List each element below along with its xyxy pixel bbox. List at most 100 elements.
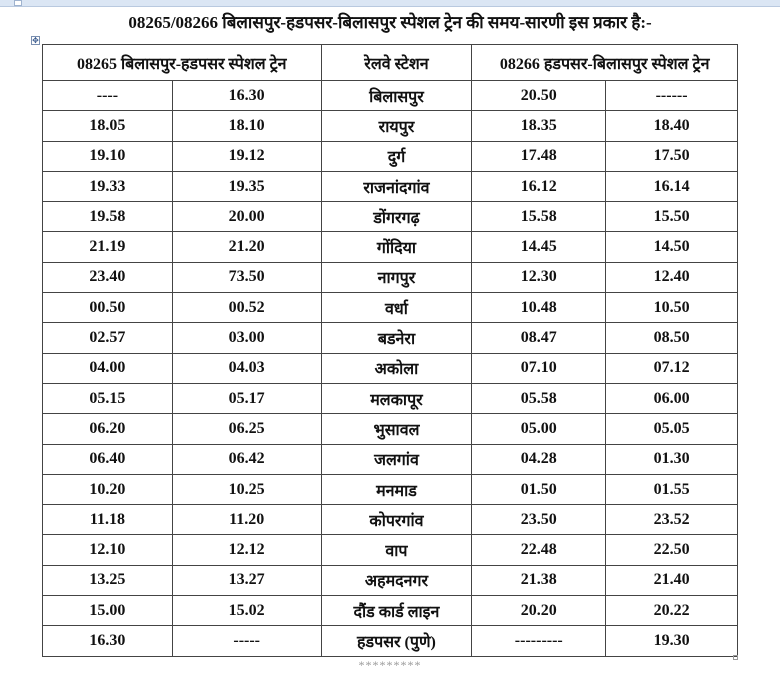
departure-08265-cell: 11.20 <box>171 504 322 536</box>
arrival-08265-cell: 02.57 <box>42 322 173 354</box>
station-cell: रायपुर <box>320 110 473 142</box>
departure-08265-cell: 19.35 <box>171 170 322 203</box>
arrival-08266-cell: 05.58 <box>471 382 607 415</box>
station-cell: दौंड कार्ड लाइन <box>320 595 473 627</box>
station-cell: हडपसर (पुणे) <box>320 625 473 657</box>
table-row: 06.20 06.25 भुसावल 05.00 05.05 <box>42 413 738 445</box>
table-header-row: 08265 बिलासपुर-हडपसर स्पेशल ट्रेन रेलवे … <box>42 44 738 81</box>
table-row: ---- 16.30 बिलासपुर 20.50 ------ <box>42 79 738 112</box>
table-row: 15.00 15.02 दौंड कार्ड लाइन 20.20 20.22 <box>42 595 738 627</box>
table-row: 18.05 18.10 रायपुर 18.35 18.40 <box>42 110 738 142</box>
arrival-08265-cell: 05.15 <box>42 382 173 415</box>
station-cell: भुसावल <box>320 413 473 445</box>
station-cell: अहमदनगर <box>320 564 473 597</box>
arrival-08266-cell: 08.47 <box>471 322 607 354</box>
arrival-08266-cell: 07.10 <box>471 352 607 384</box>
table-row: 11.18 11.20 कोपरगांव 23.50 23.52 <box>42 504 738 536</box>
departure-08266-cell: ------ <box>605 79 738 112</box>
station-cell: मलकापूर <box>320 382 473 415</box>
arrival-08266-cell: 20.20 <box>471 595 607 627</box>
arrival-08266-cell: 20.50 <box>471 79 607 112</box>
departure-08265-cell: 00.52 <box>171 292 322 324</box>
departure-08265-cell: 03.00 <box>171 322 322 354</box>
departure-08266-cell: 01.55 <box>605 473 738 506</box>
station-cell: वाप <box>320 534 473 566</box>
departure-08265-cell: 12.12 <box>171 534 322 566</box>
arrival-08265-cell: 04.00 <box>42 352 173 384</box>
table-row: 10.20 10.25 मनमाड 01.50 01.55 <box>42 473 738 506</box>
arrival-08265-cell: 18.05 <box>42 110 173 142</box>
arrival-08266-cell: 21.38 <box>471 564 607 597</box>
arrival-08266-cell: 18.35 <box>471 110 607 142</box>
station-cell: वर्धा <box>320 292 473 324</box>
departure-08265-cell: 04.03 <box>171 352 322 384</box>
departure-08265-cell: 73.50 <box>171 261 322 294</box>
departure-08265-cell: 05.17 <box>171 382 322 415</box>
departure-08265-cell: 18.10 <box>171 110 322 142</box>
header-station: रेलवे स्टेशन <box>320 44 473 81</box>
table-row: 05.15 05.17 मलकापूर 05.58 06.00 <box>42 382 738 415</box>
arrival-08265-cell: 06.20 <box>42 413 173 445</box>
arrival-08266-cell: 10.48 <box>471 292 607 324</box>
arrival-08266-cell: 15.58 <box>471 201 607 233</box>
departure-08266-cell: 06.00 <box>605 382 738 415</box>
departure-08266-cell: 22.50 <box>605 534 738 566</box>
departure-08265-cell: 19.12 <box>171 140 322 172</box>
arrival-08265-cell: 06.40 <box>42 443 173 475</box>
departure-08265-cell: 21.20 <box>171 231 322 263</box>
station-cell: बिलासपुर <box>320 79 473 112</box>
departure-08265-cell: 15.02 <box>171 595 322 627</box>
arrival-08265-cell: 19.58 <box>42 201 173 233</box>
arrival-08265-cell: 00.50 <box>42 292 173 324</box>
arrival-08266-cell: --------- <box>471 625 607 657</box>
departure-08266-cell: 21.40 <box>605 564 738 597</box>
arrival-08265-cell: 13.25 <box>42 564 173 597</box>
arrival-08265-cell: 19.33 <box>42 170 173 203</box>
station-cell: राजनांदगांव <box>320 170 473 203</box>
departure-08266-cell: 18.40 <box>605 110 738 142</box>
footer-stars: ********* <box>358 658 422 672</box>
arrival-08265-cell: 19.10 <box>42 140 173 172</box>
departure-08265-cell: 10.25 <box>171 473 322 506</box>
station-cell: बडनेरा <box>320 322 473 354</box>
ruler <box>0 0 780 7</box>
table-row: 13.25 13.27 अहमदनगर 21.38 21.40 <box>42 564 738 597</box>
station-cell: कोपरगांव <box>320 504 473 536</box>
header-train-08266: 08266 हडपसर-बिलासपुर स्पेशल ट्रेन <box>471 44 738 81</box>
departure-08266-cell: 20.22 <box>605 595 738 627</box>
table-resize-handle[interactable] <box>733 655 738 660</box>
table-row: 12.10 12.12 वाप 22.48 22.50 <box>42 534 738 566</box>
departure-08266-cell: 17.50 <box>605 140 738 172</box>
station-cell: मनमाड <box>320 473 473 506</box>
station-cell: डोंगरगढ़ <box>320 201 473 233</box>
arrival-08265-cell: 16.30 <box>42 625 173 657</box>
ruler-indent-marker[interactable] <box>14 0 22 6</box>
table-row: 21.19 21.20 गोंदिया 14.45 14.50 <box>42 231 738 263</box>
departure-08265-cell: 20.00 <box>171 201 322 233</box>
arrival-08265-cell: 21.19 <box>42 231 173 263</box>
arrival-08266-cell: 22.48 <box>471 534 607 566</box>
departure-08266-cell: 14.50 <box>605 231 738 263</box>
table-row: 16.30 ----- हडपसर (पुणे) --------- 19.30 <box>42 625 738 657</box>
table-row: 19.10 19.12 दुर्ग 17.48 17.50 <box>42 140 738 172</box>
departure-08266-cell: 23.52 <box>605 504 738 536</box>
arrival-08266-cell: 12.30 <box>471 261 607 294</box>
departure-08266-cell: 01.30 <box>605 443 738 475</box>
move-icon[interactable]: ✥ <box>31 36 40 45</box>
station-cell: गोंदिया <box>320 231 473 263</box>
timetable: 08265 बिलासपुर-हडपसर स्पेशल ट्रेन रेलवे … <box>42 44 738 657</box>
page-title: 08265/08266 बिलासपुर-हडपसर-बिलासपुर स्पे… <box>128 13 652 32</box>
arrival-08265-cell: 15.00 <box>42 595 173 627</box>
table-row: 02.57 03.00 बडनेरा 08.47 08.50 <box>42 322 738 354</box>
arrival-08266-cell: 16.12 <box>471 170 607 203</box>
arrival-08265-cell: 23.40 <box>42 261 173 294</box>
station-cell: दुर्ग <box>320 140 473 172</box>
table-row: 19.33 19.35 राजनांदगांव 16.12 16.14 <box>42 170 738 203</box>
departure-08266-cell: 05.05 <box>605 413 738 445</box>
arrival-08266-cell: 04.28 <box>471 443 607 475</box>
departure-08266-cell: 15.50 <box>605 201 738 233</box>
table-row: 00.50 00.52 वर्धा 10.48 10.50 <box>42 292 738 324</box>
station-cell: जलगांव <box>320 443 473 475</box>
departure-08265-cell: 06.25 <box>171 413 322 445</box>
departure-08266-cell: 16.14 <box>605 170 738 203</box>
